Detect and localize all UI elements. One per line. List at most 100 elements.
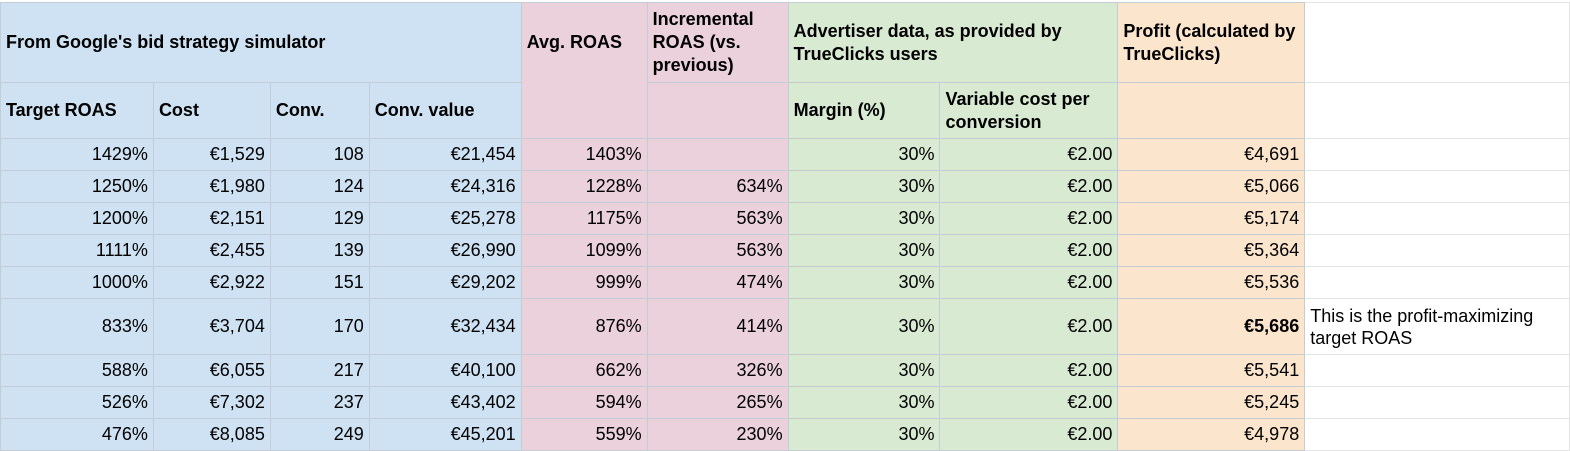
empty-cell[interactable] [1304,170,1570,203]
empty-cell[interactable] [1304,266,1570,299]
empty-cell[interactable] [1304,82,1570,139]
empty-cell[interactable] [1304,418,1570,451]
cell-cost[interactable]: €2,151 [152,202,271,235]
cell-cost[interactable]: €7,302 [152,386,271,419]
cell-profit[interactable]: €5,364 [1117,234,1306,267]
cell-target-roas[interactable]: 476% [0,418,154,451]
cell-cost[interactable]: €3,704 [152,298,271,355]
cell-variable-cost[interactable]: €2.00 [939,298,1119,355]
cell-incremental-roas[interactable]: 265% [646,386,789,419]
cell-incremental-roas[interactable]: 414% [646,298,789,355]
cell-cost[interactable]: €2,922 [152,266,271,299]
cell-profit[interactable]: €5,245 [1117,386,1306,419]
cell-conv-value[interactable]: €26,990 [368,234,522,267]
header-simulator-group[interactable]: From Google's bid strategy simulator [0,2,522,83]
cell-conv[interactable]: 108 [269,138,370,171]
cell-margin[interactable]: 30% [787,202,941,235]
cell-variable-cost[interactable]: €2.00 [939,354,1119,387]
cell-cost[interactable]: €2,455 [152,234,271,267]
header-incremental-roas[interactable]: Incremental ROAS (vs. previous) [646,2,789,83]
cell-incremental-roas[interactable]: 563% [646,234,789,267]
cell-variable-cost[interactable]: €2.00 [939,386,1119,419]
annotation-note[interactable]: This is the profit-maximizing target ROA… [1304,298,1570,355]
empty-cell[interactable] [1304,138,1570,171]
cell-avg-roas[interactable]: 662% [520,354,648,387]
cell-profit[interactable]: €4,978 [1117,418,1306,451]
cell-avg-roas[interactable]: 594% [520,386,648,419]
cell-margin[interactable]: 30% [787,170,941,203]
header-advertiser-group[interactable]: Advertiser data, as provided by TrueClic… [787,2,1119,83]
cell-target-roas[interactable]: 1111% [0,234,154,267]
cell-cost[interactable]: €8,085 [152,418,271,451]
empty-cell[interactable] [1304,202,1570,235]
cell-variable-cost[interactable]: €2.00 [939,234,1119,267]
cell-incremental-roas[interactable]: 634% [646,170,789,203]
cell-target-roas[interactable]: 833% [0,298,154,355]
cell-margin[interactable]: 30% [787,266,941,299]
cell-margin[interactable]: 30% [787,354,941,387]
cell-margin[interactable]: 30% [787,234,941,267]
header-variable-cost[interactable]: Variable cost per conversion [939,82,1119,139]
empty-cell[interactable] [1304,234,1570,267]
cell-target-roas[interactable]: 1200% [0,202,154,235]
cell-profit[interactable]: €5,066 [1117,170,1306,203]
cell-variable-cost[interactable]: €2.00 [939,202,1119,235]
empty-cell[interactable] [646,82,789,139]
cell-target-roas[interactable]: 1000% [0,266,154,299]
cell-incremental-roas[interactable]: 326% [646,354,789,387]
cell-target-roas[interactable]: 1250% [0,170,154,203]
cell-incremental-roas[interactable] [646,138,789,171]
cell-target-roas[interactable]: 588% [0,354,154,387]
empty-cell[interactable] [1304,386,1570,419]
empty-cell[interactable] [1304,2,1570,83]
cell-conv-value[interactable]: €32,434 [368,298,522,355]
header-profit[interactable]: Profit (calculated by TrueClicks) [1117,2,1306,83]
cell-profit[interactable]: €5,536 [1117,266,1306,299]
header-conv-value[interactable]: Conv. value [368,82,522,139]
cell-incremental-roas[interactable]: 230% [646,418,789,451]
cell-avg-roas[interactable]: 876% [520,298,648,355]
cell-conv[interactable]: 170 [269,298,370,355]
header-conv[interactable]: Conv. [269,82,370,139]
cell-conv[interactable]: 139 [269,234,370,267]
cell-incremental-roas[interactable]: 474% [646,266,789,299]
cell-conv-value[interactable]: €29,202 [368,266,522,299]
cell-avg-roas[interactable]: 1175% [520,202,648,235]
cell-cost[interactable]: €1,980 [152,170,271,203]
cell-margin[interactable]: 30% [787,418,941,451]
cell-conv[interactable]: 124 [269,170,370,203]
cell-cost[interactable]: €1,529 [152,138,271,171]
cell-target-roas[interactable]: 1429% [0,138,154,171]
header-margin[interactable]: Margin (%) [787,82,941,139]
cell-variable-cost[interactable]: €2.00 [939,170,1119,203]
cell-profit[interactable]: €5,686 [1117,298,1306,355]
cell-profit[interactable]: €5,541 [1117,354,1306,387]
cell-conv-value[interactable]: €43,402 [368,386,522,419]
cell-conv-value[interactable]: €21,454 [368,138,522,171]
cell-variable-cost[interactable]: €2.00 [939,138,1119,171]
cell-conv-value[interactable]: €24,316 [368,170,522,203]
empty-cell[interactable] [1117,82,1306,139]
cell-conv[interactable]: 217 [269,354,370,387]
cell-avg-roas[interactable]: 559% [520,418,648,451]
cell-profit[interactable]: €5,174 [1117,202,1306,235]
cell-conv-value[interactable]: €25,278 [368,202,522,235]
header-target-roas[interactable]: Target ROAS [0,82,154,139]
cell-avg-roas[interactable]: 1228% [520,170,648,203]
cell-conv-value[interactable]: €40,100 [368,354,522,387]
cell-conv[interactable]: 151 [269,266,370,299]
cell-margin[interactable]: 30% [787,138,941,171]
cell-margin[interactable]: 30% [787,298,941,355]
cell-conv[interactable]: 249 [269,418,370,451]
cell-avg-roas[interactable]: 1403% [520,138,648,171]
empty-cell[interactable] [1304,354,1570,387]
cell-variable-cost[interactable]: €2.00 [939,266,1119,299]
cell-variable-cost[interactable]: €2.00 [939,418,1119,451]
cell-conv[interactable]: 129 [269,202,370,235]
cell-conv-value[interactable]: €45,201 [368,418,522,451]
header-avg-roas[interactable]: Avg. ROAS [520,2,648,139]
header-cost[interactable]: Cost [152,82,271,139]
cell-avg-roas[interactable]: 999% [520,266,648,299]
cell-incremental-roas[interactable]: 563% [646,202,789,235]
cell-target-roas[interactable]: 526% [0,386,154,419]
